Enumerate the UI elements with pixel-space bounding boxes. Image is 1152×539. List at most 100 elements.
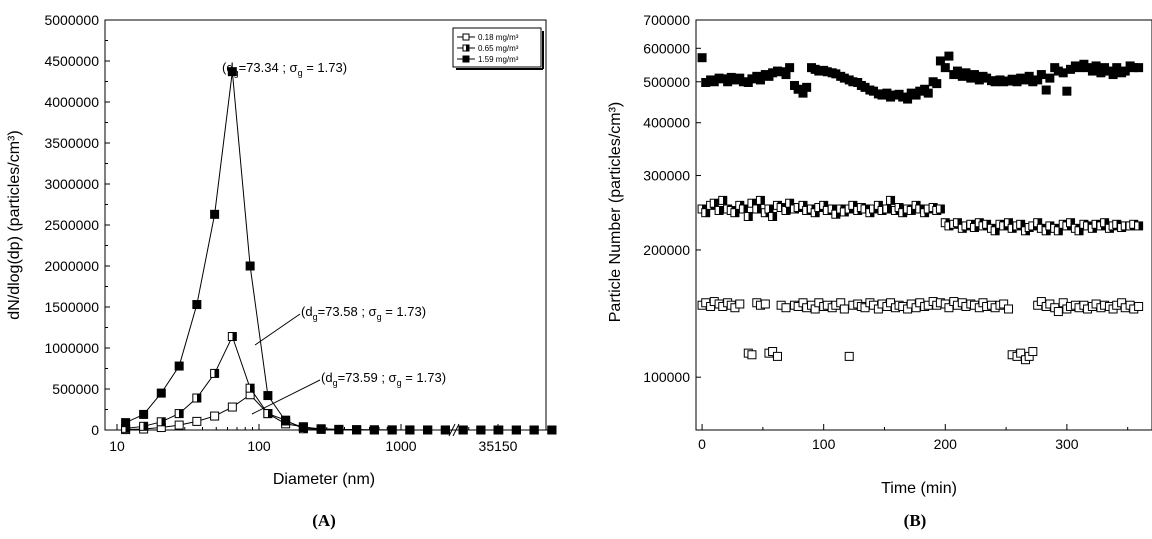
y-tick-label: 200000 [643, 242, 690, 258]
y-tick-label: 2500000 [44, 217, 99, 233]
data-point [844, 351, 854, 361]
data-point [493, 425, 503, 435]
x-axis-a: 10 100 1000 35150 [109, 424, 518, 454]
panel-label-b: (B) [904, 511, 927, 530]
data-point [227, 67, 237, 77]
scatter-series-filled-square [697, 51, 1144, 104]
data-point [944, 51, 954, 61]
data-point [156, 388, 166, 398]
y-tick-label: 4500000 [44, 53, 99, 69]
x-tick-label: 10 [109, 438, 125, 454]
data-point [316, 424, 326, 434]
data-point [334, 424, 344, 434]
data-point [1041, 85, 1051, 95]
data-point [139, 421, 149, 431]
data-point [245, 383, 255, 393]
data-point [785, 63, 795, 73]
y-tick-label: 1500000 [44, 299, 99, 315]
data-point [440, 425, 450, 435]
data-point [760, 299, 770, 309]
data-point [227, 332, 237, 342]
data-point [1100, 218, 1110, 228]
data-point [210, 209, 220, 219]
annotation-0-18: (dg=73.59 ; σg = 1.73) [321, 370, 446, 388]
data-point [714, 205, 724, 215]
y-tick-label: 500000 [643, 74, 690, 90]
data-point [1004, 304, 1014, 314]
data-point [1112, 63, 1122, 73]
data-point [906, 205, 916, 215]
y-tick-label: 3500000 [44, 135, 99, 151]
data-point [121, 418, 131, 428]
scatter-series-open-square [697, 297, 1144, 365]
y-tick-label: 2000000 [44, 258, 99, 274]
data-point [281, 416, 291, 426]
data-point [263, 391, 273, 401]
data-point [210, 411, 220, 421]
data-point [831, 209, 841, 219]
data-point [935, 204, 945, 214]
data-point [369, 425, 379, 435]
x-tick-label: 200 [934, 436, 958, 452]
data-point [192, 393, 202, 403]
x-axis-title-a: Diameter (nm) [273, 471, 375, 488]
data-point [886, 195, 896, 205]
x-tick-label: 0 [698, 436, 706, 452]
data-point [245, 261, 255, 271]
legend-label: 1.59 mg/m³ [478, 55, 519, 64]
data-point [1016, 219, 1026, 229]
data-point [839, 304, 849, 314]
data-point [940, 63, 950, 73]
data-point [718, 195, 728, 205]
data-point [1036, 297, 1046, 307]
x-tick-label: 1000 [385, 438, 416, 454]
annotation-1-59: (dg=73.34 ; σg = 1.73) [222, 60, 347, 78]
data-point [923, 88, 933, 98]
y-tick-label: 0 [91, 422, 99, 438]
x-tick-label: 300 [1055, 436, 1079, 452]
data-point [755, 75, 765, 85]
legend-item-0-18: 0.18 mg/m³ [457, 33, 519, 42]
y-tick-label: 500000 [52, 381, 99, 397]
data-point [174, 420, 184, 430]
y-axis-b: 100000 200000 300000 400000 500000 600000 7000… [643, 12, 701, 385]
panel-a: 0 500000 1000000 1500000 2000000 2500000 30000… [6, 12, 557, 530]
legend-item-1-59: 1.59 mg/m³ [457, 55, 519, 64]
data-point [174, 409, 184, 419]
series-line [125, 394, 552, 431]
data-point [458, 425, 468, 435]
data-point [405, 425, 415, 435]
data-point [747, 350, 757, 360]
data-point [192, 300, 202, 310]
y-tick-label: 5000000 [44, 12, 99, 28]
x-tick-label: 100 [247, 438, 271, 454]
y-axis-title-a: dN/dlog(dp) (particles/cm³) [6, 130, 23, 319]
data-point [999, 299, 1009, 309]
panel-label-a: (A) [312, 511, 336, 530]
y-tick-label: 100000 [643, 369, 690, 385]
data-point [952, 66, 962, 76]
data-point [768, 347, 778, 357]
y-tick-label: 600000 [643, 40, 690, 56]
data-point [747, 198, 757, 208]
y-tick-label: 300000 [643, 168, 690, 184]
plot-frame-b [695, 19, 1152, 431]
annotation-leader [251, 379, 321, 415]
data-point [210, 368, 220, 378]
y-axis-title-b: Particle Number (particles/cm³) [607, 102, 624, 322]
data-point [476, 425, 486, 435]
data-point [1074, 226, 1084, 236]
data-point [547, 425, 557, 435]
y-tick-label: 4000000 [44, 94, 99, 110]
data-point [730, 208, 740, 218]
data-point [781, 303, 791, 313]
data-point [1036, 70, 1046, 80]
data-point [1066, 218, 1076, 228]
data-point [139, 409, 149, 419]
data-point [192, 416, 202, 426]
data-point [227, 402, 237, 412]
data-point [709, 198, 719, 208]
data-point [1091, 61, 1101, 71]
data-point [752, 204, 762, 214]
